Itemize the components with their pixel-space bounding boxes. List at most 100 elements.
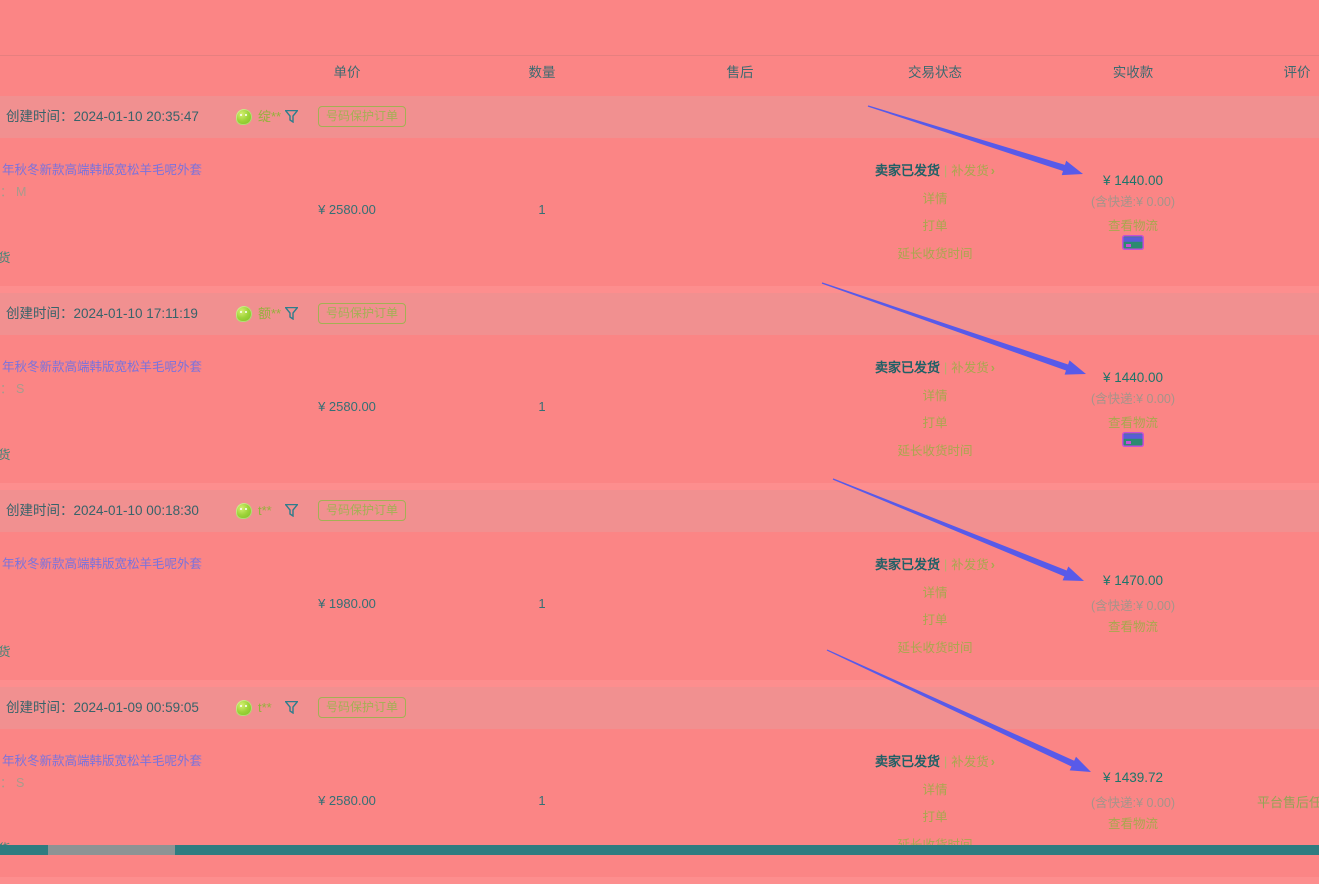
buyer-name[interactable]: 绽** (258, 109, 282, 124)
product-title-link[interactable]: 年秋冬新款高端韩版宽松羊毛呢外套 (2, 754, 203, 768)
order-header-strip: 创建时间：2024-01-10 20:35:47 绽** 号码保护订单 (0, 96, 1319, 138)
extend-receipt-link[interactable]: 延长收货时间 (897, 641, 973, 655)
shipping-fee-note: (含快递:¥ 0.00) (1090, 195, 1176, 209)
order-block: 创建时间：2024-01-10 00:18:30 t** 号码保护订单 年秋冬新… (0, 490, 1319, 687)
quantity: 1 (538, 399, 546, 414)
resend-link[interactable]: 补发货 (951, 755, 989, 769)
order-created-time: 创建时间：2024-01-10 00:18:30 (6, 490, 199, 532)
status-line: 卖家已发货 | 补发货 › (835, 160, 1035, 179)
filter-funnel-icon[interactable] (285, 110, 298, 123)
order-header-strip: 创建时间：2024-01-10 00:18:30 t** 号码保护订单 (0, 490, 1319, 532)
filter-funnel-icon[interactable] (285, 701, 298, 714)
created-value: 2024-01-10 20:35:47 (73, 109, 199, 124)
order-header-strip: 创建时间：2024-01-10 17:11:19 额** 号码保护订单 (0, 293, 1319, 335)
created-label: 创建时间： (6, 109, 74, 124)
created-label: 创建时间： (6, 503, 74, 518)
unit-price: ¥ 2580.00 (318, 399, 376, 414)
received-amount: ¥ 1470.00 (1102, 573, 1164, 588)
status-line: 卖家已发货 | 补发货 › (835, 554, 1035, 573)
unit-price: ¥ 2580.00 (318, 202, 376, 217)
filter-funnel-icon[interactable] (285, 504, 298, 517)
chevron-right-icon[interactable]: › (990, 361, 995, 375)
extend-receipt-link[interactable]: 延长收货时间 (897, 247, 973, 261)
status-shipped-label: 卖家已发货 (875, 360, 941, 375)
received-amount: ¥ 1440.00 (1102, 370, 1164, 385)
buyer-name[interactable]: t** (258, 503, 272, 518)
card-icon[interactable] (1122, 432, 1144, 447)
sku-line: ： M (0, 185, 27, 199)
chevron-right-icon[interactable]: › (990, 164, 995, 178)
quantity: 1 (538, 202, 546, 217)
detail-link[interactable]: 详情 (922, 783, 948, 797)
print-order-link[interactable]: 打单 (922, 810, 948, 824)
resend-link[interactable]: 补发货 (951, 164, 989, 178)
status-divider: | (944, 755, 948, 769)
product-title-link[interactable]: 年秋冬新款高端韩版宽松羊毛呢外套 (2, 360, 203, 374)
wangwang-icon[interactable] (236, 306, 252, 322)
card-icon-wrap (1040, 235, 1226, 255)
wangwang-icon[interactable] (236, 503, 252, 519)
wangwang-icon[interactable] (236, 109, 252, 125)
print-order-link[interactable]: 打单 (922, 416, 948, 430)
unit-price: ¥ 2580.00 (318, 793, 376, 808)
status-shipped-label: 卖家已发货 (875, 557, 941, 572)
resend-link[interactable]: 补发货 (951, 361, 989, 375)
created-label: 创建时间： (6, 700, 74, 715)
quantity: 1 (538, 793, 546, 808)
detail-link[interactable]: 详情 (922, 586, 948, 600)
buyer-name[interactable]: 额** (258, 306, 282, 321)
view-logistics-link[interactable]: 查看物流 (1107, 219, 1158, 233)
view-logistics-link[interactable]: 查看物流 (1107, 817, 1158, 831)
detail-link[interactable]: 详情 (922, 192, 948, 206)
received-amount: ¥ 1440.00 (1102, 173, 1164, 188)
chevron-right-icon[interactable]: › (990, 558, 995, 572)
card-icon[interactable] (1122, 235, 1144, 250)
extend-receipt-link[interactable]: 延长收货时间 (897, 444, 973, 458)
resend-link[interactable]: 补发货 (951, 558, 989, 572)
sku-line: ： S (0, 776, 25, 790)
unit-price: ¥ 1980.00 (318, 596, 376, 611)
created-value: 2024-01-10 17:11:19 (73, 306, 198, 321)
platform-aftersales-label: 平台售后任 (1257, 795, 1319, 810)
received-amount: ¥ 1439.72 (1102, 770, 1164, 785)
number-protection-badge: 号码保护订单 (318, 106, 407, 127)
order-block: 创建时间：2024-01-10 20:35:47 绽** 号码保护订单 年秋冬新… (0, 96, 1319, 293)
column-header-aftersales: 售后 (726, 65, 754, 80)
view-logistics-link[interactable]: 查看物流 (1107, 416, 1158, 430)
status-shipped-label: 卖家已发货 (875, 754, 941, 769)
column-header-review: 评价 (1283, 65, 1311, 80)
status-shipped-label: 卖家已发货 (875, 163, 941, 178)
view-logistics-link[interactable]: 查看物流 (1107, 620, 1158, 634)
chevron-right-icon[interactable]: › (990, 755, 995, 769)
order-created-time: 创建时间：2024-01-10 17:11:19 (6, 293, 198, 335)
filter-funnel-icon[interactable] (285, 307, 298, 320)
column-header-status: 交易状态 (908, 65, 962, 80)
product-title-link[interactable]: 年秋冬新款高端韩版宽松羊毛呢外套 (2, 163, 203, 177)
product-title-link[interactable]: 年秋冬新款高端韩版宽松羊毛呢外套 (2, 557, 203, 571)
buyer-name[interactable]: t** (258, 700, 272, 715)
print-order-link[interactable]: 打单 (922, 613, 948, 627)
order-block: 创建时间：2024-01-10 17:11:19 额** 号码保护订单 年秋冬新… (0, 293, 1319, 490)
quantity: 1 (538, 596, 546, 611)
left-clipped-text: 货 (0, 448, 11, 462)
order-header-strip: 创建时间：2024-01-09 00:59:05 t** 号码保护订单 (0, 687, 1319, 729)
number-protection-badge: 号码保护订单 (318, 697, 407, 718)
header-divider (0, 55, 1319, 56)
number-protection-badge: 号码保护订单 (318, 500, 407, 521)
wangwang-icon[interactable] (236, 700, 252, 716)
detail-link[interactable]: 详情 (922, 389, 948, 403)
scrollbar-thumb[interactable] (48, 845, 175, 855)
shipping-fee-note: (含快递:¥ 0.00) (1090, 796, 1176, 810)
print-order-link[interactable]: 打单 (922, 219, 948, 233)
created-value: 2024-01-10 00:18:30 (73, 503, 199, 518)
sku-line: ： S (0, 382, 25, 396)
left-clipped-text: 货 (0, 251, 11, 265)
order-created-time: 创建时间：2024-01-09 00:59:05 (6, 687, 199, 729)
horizontal-scrollbar[interactable] (0, 845, 1319, 855)
status-line: 卖家已发货 | 补发货 › (835, 751, 1035, 770)
created-value: 2024-01-09 00:59:05 (73, 700, 199, 715)
left-clipped-text: 货 (0, 645, 11, 659)
status-line: 卖家已发货 | 补发货 › (835, 357, 1035, 376)
shipping-fee-note: (含快递:¥ 0.00) (1090, 599, 1176, 613)
number-protection-badge: 号码保护订单 (318, 303, 407, 324)
